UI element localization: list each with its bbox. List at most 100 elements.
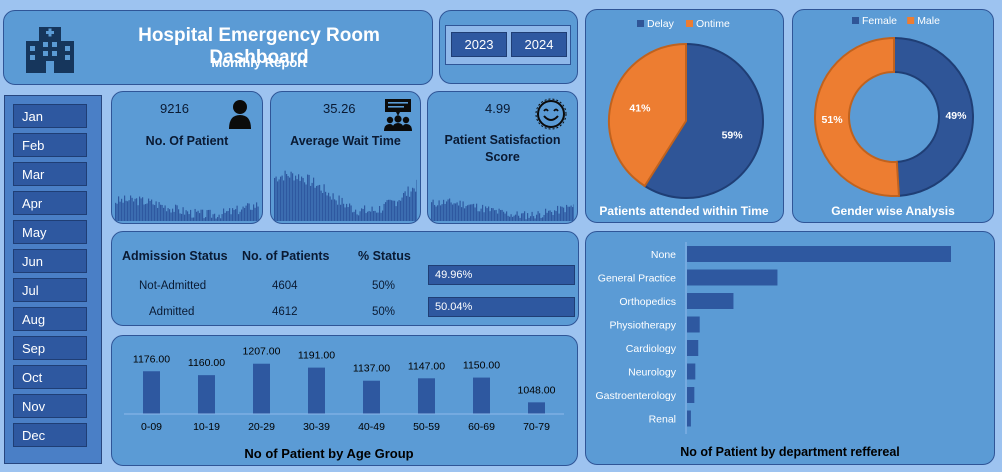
- month-button-feb[interactable]: Feb: [13, 133, 87, 157]
- sparkline-bar: [184, 214, 186, 221]
- sparkline-bar: [542, 217, 544, 221]
- sparkline-bar: [379, 205, 381, 221]
- sparkline-bar: [284, 170, 286, 221]
- sparkline-bar: [495, 209, 497, 221]
- year-button-2024[interactable]: 2024: [511, 32, 567, 57]
- age-category-label: 40-49: [358, 421, 385, 433]
- sparkline-bar: [486, 208, 488, 221]
- department-chart-panel: None General Practice Orthopedics Physiothe…: [585, 231, 995, 465]
- sparkline-bar: [567, 206, 569, 221]
- sparkline-bar: [205, 217, 207, 221]
- sparkline-bar: [320, 190, 322, 221]
- sparkline-bar: [527, 213, 529, 221]
- sparkline-bar: [546, 212, 548, 221]
- sparkline-bar: [452, 204, 454, 221]
- sparkline-bar: [368, 211, 370, 221]
- pie-slice-male: [814, 36, 901, 197]
- admission-row-count: 4604: [272, 280, 298, 292]
- sparkline-bar: [220, 218, 222, 221]
- month-button-aug[interactable]: Aug: [13, 307, 87, 331]
- sparkline-bar: [413, 188, 415, 221]
- sparkline-bar: [492, 208, 494, 221]
- sparkline-bar: [377, 212, 379, 221]
- department-label: Cardiology: [626, 343, 677, 355]
- sparkline-bar: [494, 210, 496, 221]
- sparkline-bar: [133, 201, 135, 221]
- pie-slice-label: 51%: [822, 114, 844, 126]
- sparkline-bar: [185, 210, 187, 221]
- sparkline-bar: [304, 182, 306, 221]
- pie-slice-ontime: [608, 42, 687, 188]
- sparkline-bar: [468, 204, 470, 221]
- sparkline-bar: [376, 212, 378, 221]
- sparkline-bar: [521, 213, 523, 221]
- gender-chart-panel: Female Male 49% 51% Gender wise Analysis: [792, 9, 994, 223]
- kpi-satisfaction-sparkline: [431, 198, 574, 221]
- sparkline-bar: [221, 214, 223, 221]
- sparkline-bar: [322, 192, 324, 221]
- sparkline-bar: [359, 211, 361, 221]
- sparkline-bar: [137, 205, 139, 221]
- sparkline-bar: [519, 217, 521, 221]
- sparkline-bar: [383, 203, 385, 221]
- sparkline-bar: [409, 196, 411, 221]
- sparkline-bar: [299, 180, 301, 221]
- sparkline-bar: [187, 211, 189, 221]
- sparkline-bar: [233, 209, 235, 221]
- month-button-jul[interactable]: Jul: [13, 278, 87, 302]
- sparkline-bar: [380, 212, 382, 221]
- age-category-label: 20-29: [248, 421, 275, 433]
- kpi-wait-value: 35.26: [323, 101, 356, 116]
- sparkline-bar: [464, 208, 466, 221]
- sparkline-bar: [314, 187, 316, 221]
- sparkline-bar: [154, 205, 156, 221]
- sparkline-bar: [121, 198, 123, 221]
- month-button-may[interactable]: May: [13, 220, 87, 244]
- sparkline-bar: [566, 204, 568, 221]
- sparkline-bar: [335, 200, 337, 221]
- sparkline-bar: [416, 179, 417, 221]
- month-button-dec[interactable]: Dec: [13, 423, 87, 447]
- month-button-jun[interactable]: Jun: [13, 249, 87, 273]
- pie-slice-label: 49%: [945, 110, 967, 122]
- sparkline-bar: [179, 213, 181, 221]
- sparkline-bar: [325, 191, 327, 221]
- month-button-oct[interactable]: Oct: [13, 365, 87, 389]
- year-button-2023[interactable]: 2023: [451, 32, 507, 57]
- sparkline-bar: [170, 212, 172, 221]
- sparkline-bar: [570, 205, 572, 221]
- chart-title: Gender wise Analysis: [831, 204, 955, 218]
- sparkline-bar: [515, 214, 517, 221]
- age-bar-value-label: 1150.00: [463, 360, 500, 372]
- sparkline-bar: [509, 216, 511, 221]
- sparkline-bar: [545, 208, 547, 221]
- sparkline-bar: [412, 187, 414, 221]
- age-bar: [363, 380, 380, 414]
- sparkline-bar: [119, 201, 121, 221]
- sparkline-bar: [389, 199, 391, 221]
- sparkline-bar: [190, 209, 192, 221]
- age-bar: [473, 377, 490, 414]
- sparkline-bar: [341, 197, 343, 221]
- legend-swatch: [637, 20, 644, 27]
- sparkline-bar: [395, 206, 397, 221]
- sparkline-bar: [340, 204, 342, 221]
- month-button-apr[interactable]: Apr: [13, 191, 87, 215]
- sparkline-bar: [316, 185, 318, 221]
- sparkline-bar: [539, 213, 541, 221]
- kpi-wait-label: Average Wait Time: [290, 134, 401, 148]
- month-button-sep[interactable]: Sep: [13, 336, 87, 360]
- sparkline-bar: [182, 207, 184, 221]
- month-button-jan[interactable]: Jan: [13, 104, 87, 128]
- sparkline-bar: [281, 175, 283, 221]
- month-button-mar[interactable]: Mar: [13, 162, 87, 186]
- hospital-icon: [26, 27, 74, 73]
- department-bar: [687, 246, 951, 262]
- sparkline-bar: [140, 198, 142, 221]
- sparkline-bar: [410, 191, 412, 221]
- sparkline-bar: [361, 208, 363, 221]
- sparkline-bar: [253, 204, 255, 221]
- sparkline-bar: [224, 212, 226, 221]
- sparkline-bar: [453, 203, 455, 221]
- month-button-nov[interactable]: Nov: [13, 394, 87, 418]
